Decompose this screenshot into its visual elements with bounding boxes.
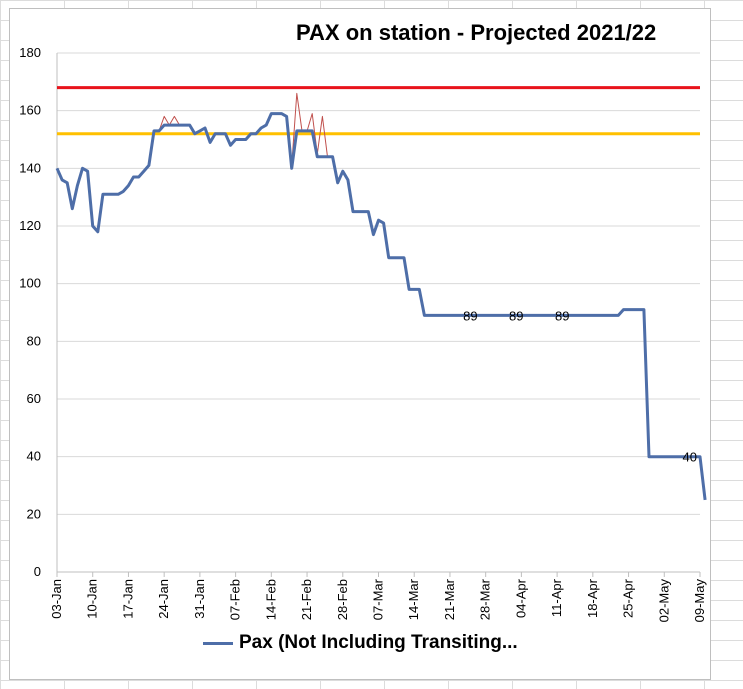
x-tick-label: 10-Jan [85,579,100,619]
x-tick-label: 09-May [692,579,707,623]
chart-title: PAX on station - Projected 2021/22 [296,20,657,45]
legend-swatch [203,641,233,645]
x-tick-label: 07-Mar [371,578,386,620]
x-tick-label: 25-Apr [621,578,636,618]
data-labels: 89 89 89 40 [463,308,697,464]
x-tick-label: 28-Feb [335,579,350,620]
y-tick-label: 160 [19,103,41,118]
series-lines [55,92,707,501]
series-line-pax [55,112,707,501]
y-tick-label: 60 [27,391,41,406]
data-label: 89 [463,308,477,323]
y-tick-label: 140 [19,160,41,175]
axes [56,53,701,577]
y-tick-label: 120 [19,218,41,233]
x-tick-label: 31-Jan [192,579,207,619]
y-tick-label: 20 [27,506,41,521]
x-tick-label: 28-Mar [478,578,493,620]
data-label: 89 [509,308,523,323]
data-label: 40 [683,450,697,465]
reference-lines [57,86,700,136]
legend: Pax (Not Including Transiting... [203,632,518,654]
x-tick-label: 21-Mar [442,578,457,620]
x-tick-label: 04-Apr [513,578,528,618]
x-tick-label: 18-Apr [585,578,600,618]
x-tick-label: 14-Feb [263,579,278,620]
x-tick-labels: 03-Jan 10-Jan 17-Jan 24-Jan 31-Jan 07-Feb 14-F… [49,578,707,622]
chart-area[interactable] [9,8,711,680]
data-label: 89 [555,308,569,323]
x-tick-label: 17-Jan [120,579,135,619]
x-tick-label: 07-Feb [228,579,243,620]
legend-label: Pax (Not Including Transiting... [239,632,518,653]
x-tick-label: 14-Mar [406,578,421,620]
y-tick-label: 0 [34,564,41,579]
gridlines [57,52,700,515]
y-tick-label: 100 [19,276,41,291]
x-tick-label: 03-Jan [49,579,64,619]
x-tick-label: 24-Jan [156,579,171,619]
y-tick-label: 40 [27,449,41,464]
y-tick-label: 180 [19,45,41,60]
x-tick-label: 11-Apr [549,578,564,617]
y-tick-labels: 0 20 40 60 80 100 120 140 160 180 [19,45,41,579]
x-tick-label: 02-May [656,579,671,623]
y-tick-label: 80 [27,333,41,348]
x-tick-label: 21-Feb [299,579,314,620]
